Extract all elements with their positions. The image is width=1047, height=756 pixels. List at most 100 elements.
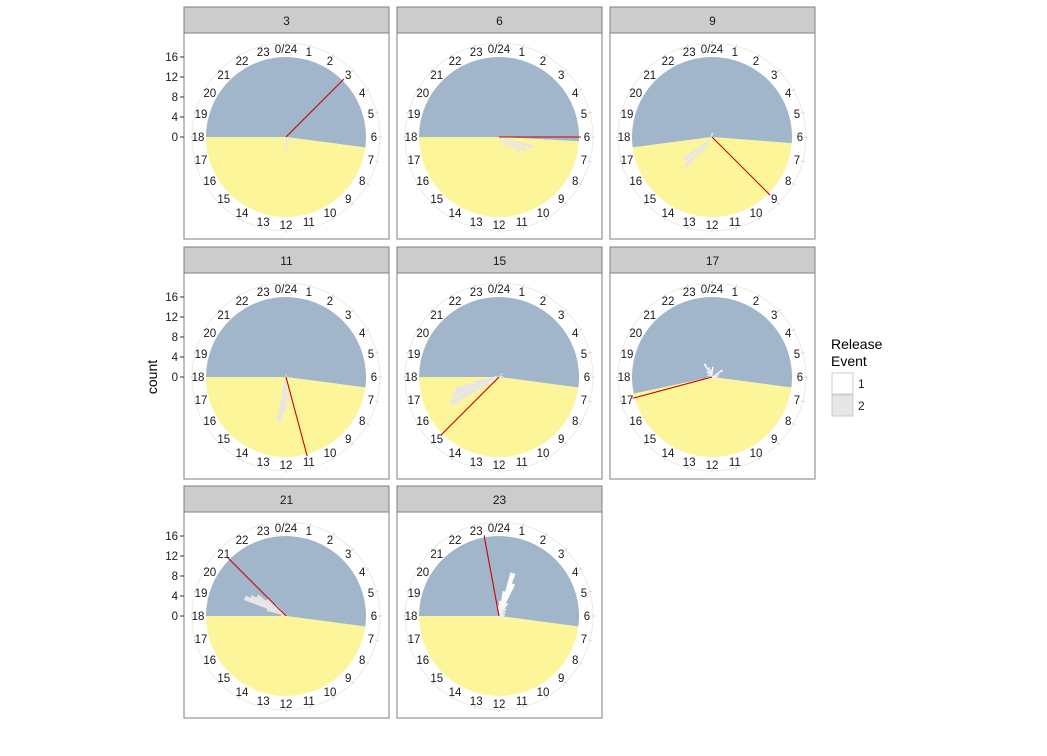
hour-label: 10 [537, 208, 550, 220]
facet-strip-label: 9 [709, 14, 716, 28]
hour-label: 3 [558, 310, 564, 322]
hour-label: 14 [449, 208, 462, 220]
hour-label: 12 [493, 699, 506, 711]
hour-tick [331, 293, 335, 298]
hour-tick [473, 465, 476, 470]
hour-label: 15 [217, 673, 230, 685]
y-axis-label: count [144, 360, 160, 394]
hour-label: 23 [470, 47, 483, 59]
hour-tick [735, 44, 738, 49]
hour-label: 18 [618, 372, 631, 384]
hour-label: 17 [408, 155, 421, 167]
hour-label: 5 [794, 109, 800, 121]
hour-tick [415, 182, 420, 186]
hour-tick [406, 111, 411, 114]
hour-label: 10 [324, 448, 337, 460]
hour-label: 19 [408, 349, 421, 361]
hour-label: 1 [306, 287, 312, 299]
bin-wedge-event-1 [498, 615, 501, 622]
night-sector [419, 297, 579, 388]
hour-label: 4 [785, 328, 792, 340]
bin-wedge-event-1 [498, 615, 505, 617]
hour-label: 8 [359, 655, 365, 667]
release-time-line [285, 78, 345, 138]
hour-tick [237, 456, 241, 461]
hour-tick [522, 523, 525, 528]
hour-tick [374, 160, 379, 163]
hour-tick [365, 567, 370, 571]
hour-tick [776, 68, 781, 73]
hour-tick [563, 680, 568, 685]
facet-strip-label: 6 [496, 14, 503, 28]
bin-wedge-event-2 [499, 137, 511, 149]
hour-tick [217, 68, 222, 73]
hour-label: 22 [236, 56, 249, 68]
radial-axis-label: 12 [165, 72, 178, 84]
hour-label: 20 [203, 328, 216, 340]
hour-tick [628, 182, 633, 186]
radial-axis-label: 8 [172, 332, 178, 344]
hour-label: 8 [785, 176, 791, 188]
legend: Release Event 12 [831, 336, 883, 417]
hour-label: 16 [416, 655, 429, 667]
hour-label: 8 [572, 416, 578, 428]
hour-label: 14 [662, 448, 675, 460]
facet-strip-label: 15 [493, 254, 507, 268]
hour-tick [522, 225, 525, 230]
hour-label: 2 [540, 56, 546, 68]
hour-tick [374, 639, 379, 642]
hour-tick [365, 661, 370, 665]
hour-tick [415, 567, 420, 571]
hour-label: 11 [303, 217, 315, 229]
hour-tick [237, 216, 241, 221]
hour-label: 11 [303, 457, 315, 469]
bin-wedge-event-1 [703, 363, 713, 378]
facet-strip [396, 246, 603, 274]
bin-wedge-event-2 [451, 377, 499, 398]
bin-wedge-event-2 [700, 137, 712, 155]
hour-label: 16 [629, 416, 642, 428]
bin-wedge-event-2 [474, 377, 499, 384]
bin-wedge-event-2 [499, 137, 521, 153]
facet-panel-21: 210/24 1234567891011121314151617181920212… [165, 485, 390, 719]
hour-tick [563, 547, 568, 552]
hour-label: 21 [430, 70, 443, 82]
hour-tick [628, 328, 633, 332]
hour-label: 7 [794, 155, 800, 167]
facet-panel-6: 60/24 12345678910111213141516171819202122… [396, 6, 603, 240]
hour-tick [735, 284, 738, 289]
hour-label: 12 [706, 460, 719, 472]
hour-label: 17 [621, 395, 634, 407]
hour-label: 19 [621, 349, 634, 361]
hour-label: 23 [470, 287, 483, 299]
bin-wedge-event-1 [498, 582, 516, 617]
hour-tick [430, 308, 435, 313]
bin-wedge-event-2 [286, 137, 296, 141]
hour-label: 7 [581, 395, 587, 407]
facet-panel-15: 150/24 1234567891011121314151617181920212… [396, 246, 603, 480]
hour-tick [365, 182, 370, 186]
hour-label: 19 [195, 349, 208, 361]
hour-tick [430, 680, 435, 685]
hour-label: 13 [257, 217, 270, 229]
hour-label: 13 [683, 217, 696, 229]
hour-tick [260, 704, 263, 709]
hour-tick [260, 225, 263, 230]
bin-wedge-event-2 [486, 377, 499, 379]
hour-label: 2 [540, 535, 546, 547]
hour-label: 18 [192, 132, 205, 144]
hour-label: 8 [572, 176, 578, 188]
hour-label: 5 [581, 588, 587, 600]
facet-strip-label: 11 [280, 254, 293, 268]
hour-tick [406, 590, 411, 593]
hour-label: 23 [683, 47, 696, 59]
bin-wedge-event-2 [449, 377, 499, 406]
bin-wedge-event-1 [498, 372, 503, 378]
hour-label: 17 [408, 395, 421, 407]
hour-label: 23 [257, 287, 270, 299]
hour-label: 23 [257, 47, 270, 59]
hour-label: 14 [236, 687, 249, 699]
facet-panel-3: 30/24 12345678910111213141516171819202122… [165, 6, 390, 240]
night-sector [419, 536, 579, 627]
hour-tick [217, 547, 222, 552]
